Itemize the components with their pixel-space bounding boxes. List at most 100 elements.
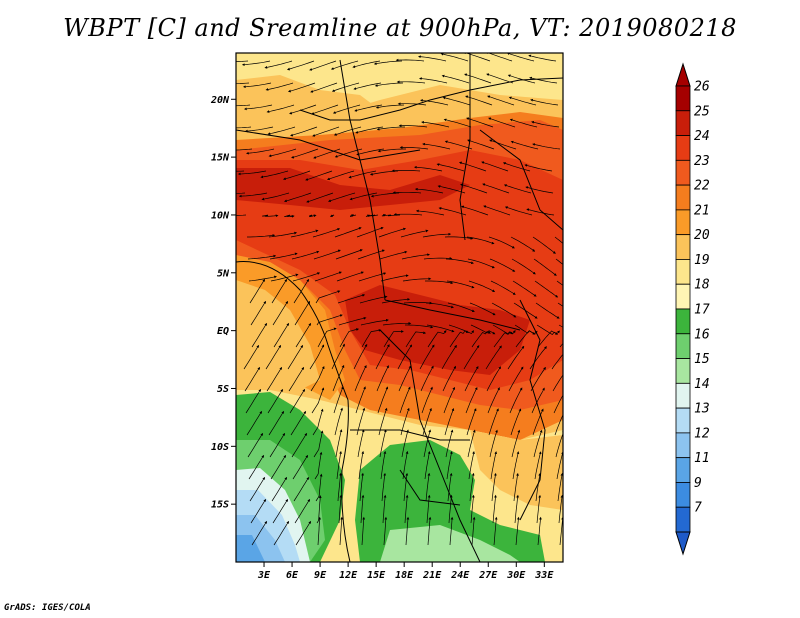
streamline (486, 366, 501, 392)
streamline (467, 258, 495, 269)
streamline (511, 258, 536, 275)
streamline (489, 429, 498, 458)
streamline (236, 170, 245, 172)
streamline (249, 476, 266, 502)
streamline (264, 60, 293, 69)
streamline (427, 516, 432, 546)
lat-tick-label: 10N (211, 210, 230, 221)
streamline (403, 472, 409, 502)
streamline (382, 494, 387, 524)
streamline (313, 430, 324, 458)
streamline (314, 451, 323, 480)
streamline (510, 140, 539, 150)
streamline (272, 300, 289, 326)
streamline (508, 366, 524, 392)
streamline (361, 516, 366, 546)
streamline (485, 345, 502, 370)
streamline (445, 258, 474, 265)
streamline (537, 516, 542, 546)
lat-tick-label: 5N (217, 268, 230, 279)
streamline (334, 407, 343, 436)
streamline (448, 494, 453, 524)
streamline (509, 387, 523, 414)
streamline (471, 331, 491, 348)
streamline (533, 429, 543, 458)
streamline (512, 280, 537, 297)
colorbar-swatch (675, 85, 691, 112)
streamline (504, 206, 533, 216)
streamline (466, 236, 495, 245)
streamline (331, 343, 345, 370)
streamline (315, 473, 323, 502)
wbpt-field (236, 53, 563, 562)
streamline (357, 429, 365, 458)
streamline (378, 227, 407, 238)
streamline (381, 297, 411, 304)
streamline (284, 214, 295, 218)
streamline (404, 494, 409, 524)
colorbar: 26 25 24 23 22 21 20 19 18 17 16 15 14 13 12 11 9 7 (675, 62, 710, 556)
streamline (529, 346, 547, 370)
streamline (312, 408, 324, 436)
streamline (245, 388, 262, 414)
streamline (423, 257, 453, 260)
streamline (348, 170, 377, 179)
streamline (415, 209, 445, 216)
streamline (360, 494, 365, 524)
streamline (419, 77, 448, 84)
streamline (397, 344, 413, 370)
streamline (270, 454, 287, 480)
streamline (250, 498, 267, 524)
streamline (270, 273, 299, 282)
streamline (441, 344, 457, 370)
streamline (493, 516, 498, 546)
streamline (309, 344, 325, 370)
streamline (400, 229, 429, 238)
streamline (246, 410, 263, 436)
streamline (509, 118, 538, 128)
streamline (241, 60, 271, 67)
colorbar-swatch (675, 110, 691, 136)
colorbar-swatch (675, 184, 691, 211)
streamline (554, 236, 563, 244)
streamline (449, 330, 469, 348)
streamline (305, 170, 333, 181)
streamline (418, 55, 447, 62)
streamline (488, 408, 499, 436)
streamline (440, 53, 469, 62)
colorbar-label: 11 (694, 451, 710, 466)
lon-tick-label: 9E (314, 570, 327, 581)
streamline (426, 324, 455, 333)
streamline (365, 214, 379, 218)
streamline (266, 366, 283, 392)
streamline (380, 450, 387, 480)
colorbar-label: 23 (694, 154, 710, 169)
streamline (425, 280, 454, 285)
colorbar-swatch (675, 333, 691, 359)
streamline (310, 82, 338, 93)
streamline (528, 54, 557, 62)
colorbar-label: 18 (694, 278, 710, 293)
wbpt-region-25-north (236, 168, 470, 210)
streamline (399, 146, 429, 150)
streamline (327, 192, 356, 203)
streamline (532, 143, 561, 150)
streamline (555, 258, 563, 265)
streamline (289, 388, 306, 414)
lat-tick-label: 20N (210, 95, 230, 106)
streamline (383, 516, 388, 546)
streamline (357, 249, 385, 260)
streamline (482, 183, 510, 194)
colorbar-swatch (675, 234, 691, 260)
streamline (487, 95, 515, 106)
streamline (238, 192, 268, 198)
streamline (489, 258, 516, 272)
colorbar-label: 19 (694, 253, 710, 268)
streamline (375, 344, 390, 370)
streamline (329, 214, 335, 218)
streamline (464, 365, 479, 392)
streamline (487, 387, 500, 414)
streamline (510, 408, 522, 436)
streamline (425, 302, 454, 309)
streamline (441, 74, 470, 84)
